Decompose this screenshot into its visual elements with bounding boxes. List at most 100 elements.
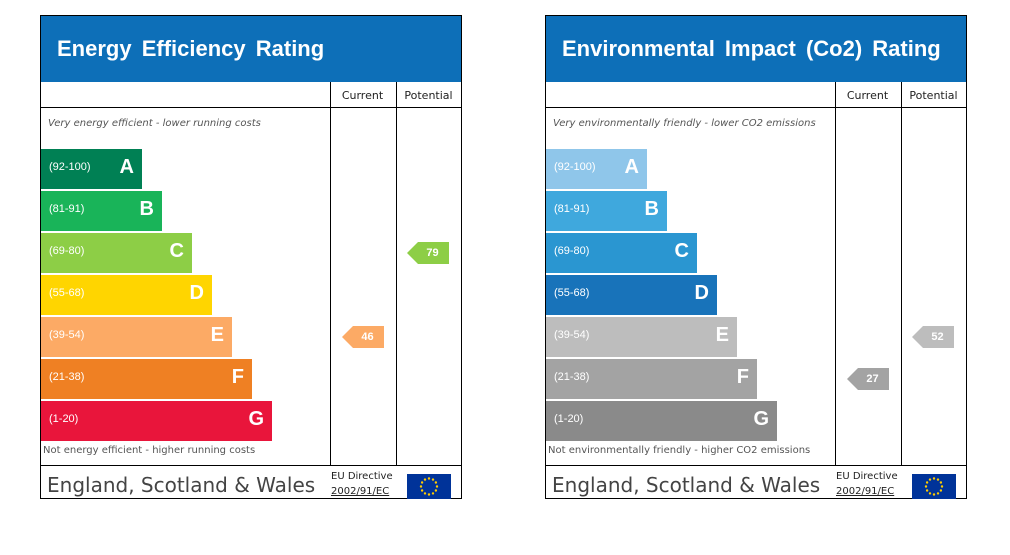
band-range-label: (21-38) (49, 371, 85, 383)
band-range-label: (39-54) (49, 329, 85, 341)
eu-star (925, 481, 929, 484)
band-letter: A (119, 156, 134, 178)
band-bar-b: (81-91) B (546, 191, 667, 231)
footer-divider (41, 465, 461, 466)
band-bar-f: (21-38) F (546, 359, 757, 399)
band-letter: F (231, 366, 244, 388)
chart-title: Environmental Impact (Co2) Rating (546, 16, 966, 82)
band-bar-a: (92-100) A (546, 149, 647, 189)
eu-star (932, 477, 936, 480)
potential-column-divider (396, 82, 397, 466)
current-column-header: Current (846, 89, 889, 102)
eu-star (420, 489, 424, 492)
eu-star (932, 493, 936, 496)
eu-star (427, 477, 431, 480)
band-range-label: (81-91) (49, 203, 85, 215)
eu-directive-line: EU Directive (331, 471, 393, 482)
band-letter: F (736, 366, 749, 388)
eu-star (427, 493, 431, 496)
eu-directive-text: EU Directive 2002/91/EC (331, 469, 393, 499)
eu-star (928, 492, 932, 495)
current-rating-arrow: 27 (847, 368, 889, 390)
eu-star (435, 485, 439, 488)
region-label: England, Scotland & Wales (552, 473, 821, 497)
potential-column-divider (901, 82, 902, 466)
band-range-label: (21-38) (554, 371, 590, 383)
band-bar-a: (92-100) A (41, 149, 142, 189)
band-bar-g: (1-20) G (41, 401, 272, 441)
bottom-efficiency-note: Not environmentally friendly - higher CO… (548, 445, 811, 456)
band-letter: G (753, 408, 769, 430)
eu-star (420, 481, 424, 484)
region-label: England, Scotland & Wales (47, 473, 316, 497)
band-range-label: (81-91) (554, 203, 590, 215)
eu-directive-line: EU Directive (836, 471, 898, 482)
band-bar-e: (39-54) E (41, 317, 232, 357)
band-letter: C (674, 240, 689, 262)
band-letter: A (624, 156, 639, 178)
current-column-divider (835, 82, 836, 466)
eu-star (928, 478, 932, 481)
eu-directive-number: 2002/91/EC (331, 486, 390, 497)
band-bar-f: (21-38) F (41, 359, 252, 399)
header-row-divider (41, 107, 461, 108)
band-range-label: (1-20) (554, 413, 584, 425)
footer-divider (546, 465, 966, 466)
eu-star (936, 492, 940, 495)
band-letter: C (169, 240, 184, 262)
band-range-label: (55-68) (49, 287, 85, 299)
header-row-divider (546, 107, 966, 108)
band-letter: B (644, 198, 659, 220)
eu-star (434, 489, 438, 492)
eu-star (431, 492, 435, 495)
band-letter: D (189, 282, 204, 304)
band-range-label: (69-80) (49, 245, 85, 257)
band-letter: E (715, 324, 729, 346)
potential-rating-arrow: 79 (407, 242, 449, 264)
eu-star (423, 492, 427, 495)
eu-star (939, 481, 943, 484)
chart-title: Energy Efficiency Rating (41, 16, 461, 82)
band-bar-d: (55-68) D (41, 275, 212, 315)
band-letter: D (694, 282, 709, 304)
environmental-rating-panel: Environmental Impact (Co2) Rating Current… (545, 15, 967, 499)
eu-star (419, 485, 423, 488)
eu-directive-number: 2002/91/EC (836, 486, 895, 497)
eu-star (940, 485, 944, 488)
potential-column-header: Potential (404, 89, 453, 102)
potential-column-header: Potential (909, 89, 958, 102)
potential-rating-arrow: 52 (912, 326, 954, 348)
top-efficiency-note: Very environmentally friendly - lower CO… (553, 118, 816, 129)
eu-star (925, 489, 929, 492)
current-rating-arrow: 46 (342, 326, 384, 348)
eu-star (431, 478, 435, 481)
band-range-label: (92-100) (554, 161, 596, 173)
eu-flag-icon (407, 474, 451, 499)
band-range-label: (1-20) (49, 413, 79, 425)
band-bar-e: (39-54) E (546, 317, 737, 357)
eu-star (936, 478, 940, 481)
band-range-label: (55-68) (554, 287, 590, 299)
band-range-label: (92-100) (49, 161, 91, 173)
eu-directive-text: EU Directive 2002/91/EC (836, 469, 898, 499)
band-letter: E (210, 324, 224, 346)
band-bar-g: (1-20) G (546, 401, 777, 441)
bottom-efficiency-note: Not energy efficient - higher running co… (43, 445, 256, 456)
band-letter: G (248, 408, 264, 430)
band-range-label: (39-54) (554, 329, 590, 341)
band-bar-b: (81-91) B (41, 191, 162, 231)
eu-star (924, 485, 928, 488)
band-bar-d: (55-68) D (546, 275, 717, 315)
band-bar-c: (69-80) C (546, 233, 697, 273)
band-range-label: (69-80) (554, 245, 590, 257)
eu-star (434, 481, 438, 484)
top-efficiency-note: Very energy efficient - lower running co… (48, 118, 261, 129)
eu-star (423, 478, 427, 481)
eu-star (939, 489, 943, 492)
current-column-divider (330, 82, 331, 466)
energy-rating-panel: Energy Efficiency Rating Current Potential… (40, 15, 462, 499)
band-letter: B (139, 198, 154, 220)
current-column-header: Current (341, 89, 384, 102)
eu-flag-icon (912, 474, 956, 499)
band-bar-c: (69-80) C (41, 233, 192, 273)
